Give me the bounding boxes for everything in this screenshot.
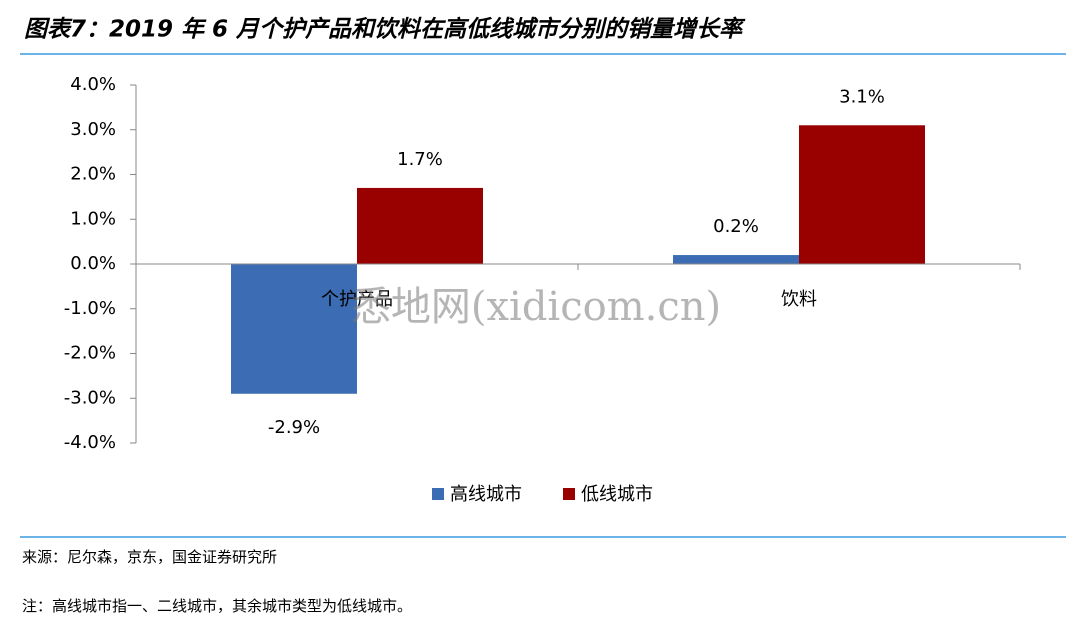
legend-label: 高线城市: [450, 484, 522, 505]
data-label: 0.2%: [713, 216, 759, 237]
bar: [231, 264, 357, 394]
y-tick-label: 1.0%: [70, 208, 116, 229]
bar: [799, 125, 925, 265]
source: 来源：尼尔森，京东，国金证券研究所: [22, 548, 277, 566]
bar: [673, 255, 799, 264]
note: 注：高线城市指一、二线城市，其余城市类型为低线城市。: [22, 597, 412, 615]
legend-swatch: [432, 488, 444, 500]
chart-title: 图表7：2019 年 6 月个护产品和饮料在高低线城市分别的销量增长率: [24, 16, 746, 43]
watermark: 悉地网(xidicom.cn): [351, 284, 721, 330]
y-tick-label: 4.0%: [70, 74, 116, 95]
legend-label: 低线城市: [581, 484, 653, 505]
y-tick-label: -3.0%: [64, 387, 116, 408]
y-tick-label: 2.0%: [70, 164, 116, 185]
data-label: -2.9%: [268, 417, 320, 438]
bar: [357, 187, 483, 264]
y-tick-label: 0.0%: [70, 253, 116, 274]
data-label: 1.7%: [397, 149, 443, 170]
y-tick-label: -4.0%: [64, 432, 116, 453]
y-tick-label: 3.0%: [70, 119, 116, 140]
y-tick-label: -2.0%: [64, 343, 116, 364]
data-label: 3.1%: [839, 86, 885, 107]
y-tick-label: -1.0%: [64, 298, 116, 319]
legend-swatch: [563, 488, 575, 500]
x-tick-label: 个护产品: [321, 289, 393, 310]
x-tick-label: 饮料: [781, 289, 817, 310]
